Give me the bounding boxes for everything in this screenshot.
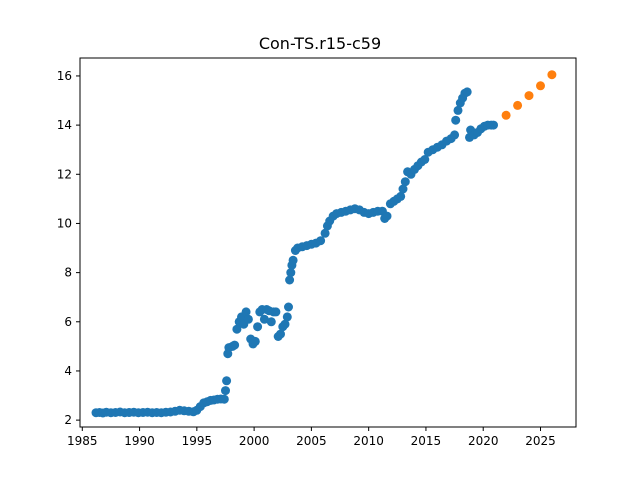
observed-point <box>285 275 295 285</box>
y-tick-label: 6 <box>64 315 72 329</box>
forecast-point <box>524 91 534 101</box>
observed-point <box>276 329 285 339</box>
observed-point <box>232 324 242 334</box>
x-tick-label: 2005 <box>296 434 327 448</box>
observed-point <box>266 317 276 327</box>
x-tick-label: 2025 <box>525 434 556 448</box>
forecast-point <box>536 81 545 91</box>
observed-point <box>462 87 472 97</box>
y-axis: 2 4 6 8 10 12 14 16 <box>57 69 80 427</box>
y-tick-label: 16 <box>57 69 72 83</box>
observed-point <box>282 312 292 322</box>
x-tick-label: 2000 <box>239 434 270 448</box>
x-axis: 1985 1990 1995 2000 2005 2010 2015 2020 2025 <box>67 427 556 448</box>
y-tick-label: 2 <box>64 413 72 427</box>
observed-point <box>286 268 296 278</box>
x-tick-label: 2010 <box>353 434 384 448</box>
x-tick-label: 1995 <box>182 434 213 448</box>
observed-point <box>420 155 430 164</box>
x-tick-label: 1990 <box>124 434 155 448</box>
observed-point <box>222 376 232 386</box>
y-tick-label: 10 <box>57 216 72 230</box>
forecast-point <box>547 70 557 80</box>
x-tick-label: 2015 <box>411 434 442 448</box>
observed-point <box>288 255 298 265</box>
observed-point <box>280 319 290 329</box>
observed-point <box>451 115 461 125</box>
chart-title: Con-TS.r15-c59 <box>259 34 381 53</box>
forecast-point <box>501 110 511 120</box>
forecast-point <box>513 100 523 110</box>
observed-point <box>250 336 260 346</box>
observed-point <box>221 386 230 396</box>
observed-point <box>259 314 269 324</box>
observed-point <box>450 130 460 140</box>
observed-point <box>219 394 229 404</box>
observed-point <box>243 314 253 324</box>
observed-point <box>253 322 263 332</box>
observed-point <box>400 177 410 187</box>
observed-point <box>489 120 498 130</box>
observed-point <box>320 228 330 238</box>
data-points <box>91 70 557 418</box>
x-tick-label: 1985 <box>67 434 98 448</box>
observed-point <box>396 191 406 201</box>
observed-point <box>398 184 408 194</box>
axes-frame <box>79 57 577 428</box>
observed-point <box>230 340 240 350</box>
observed-point <box>316 236 326 246</box>
observed-point <box>271 307 281 317</box>
y-tick-label: 12 <box>57 167 72 181</box>
y-tick-label: 4 <box>64 364 72 378</box>
observed-point <box>382 211 392 221</box>
x-tick-label: 2020 <box>468 434 499 448</box>
observed-point <box>284 302 293 312</box>
y-tick-label: 8 <box>64 266 72 280</box>
y-tick-label: 14 <box>57 118 72 132</box>
observed-point <box>241 307 251 317</box>
observed-point <box>453 105 463 115</box>
